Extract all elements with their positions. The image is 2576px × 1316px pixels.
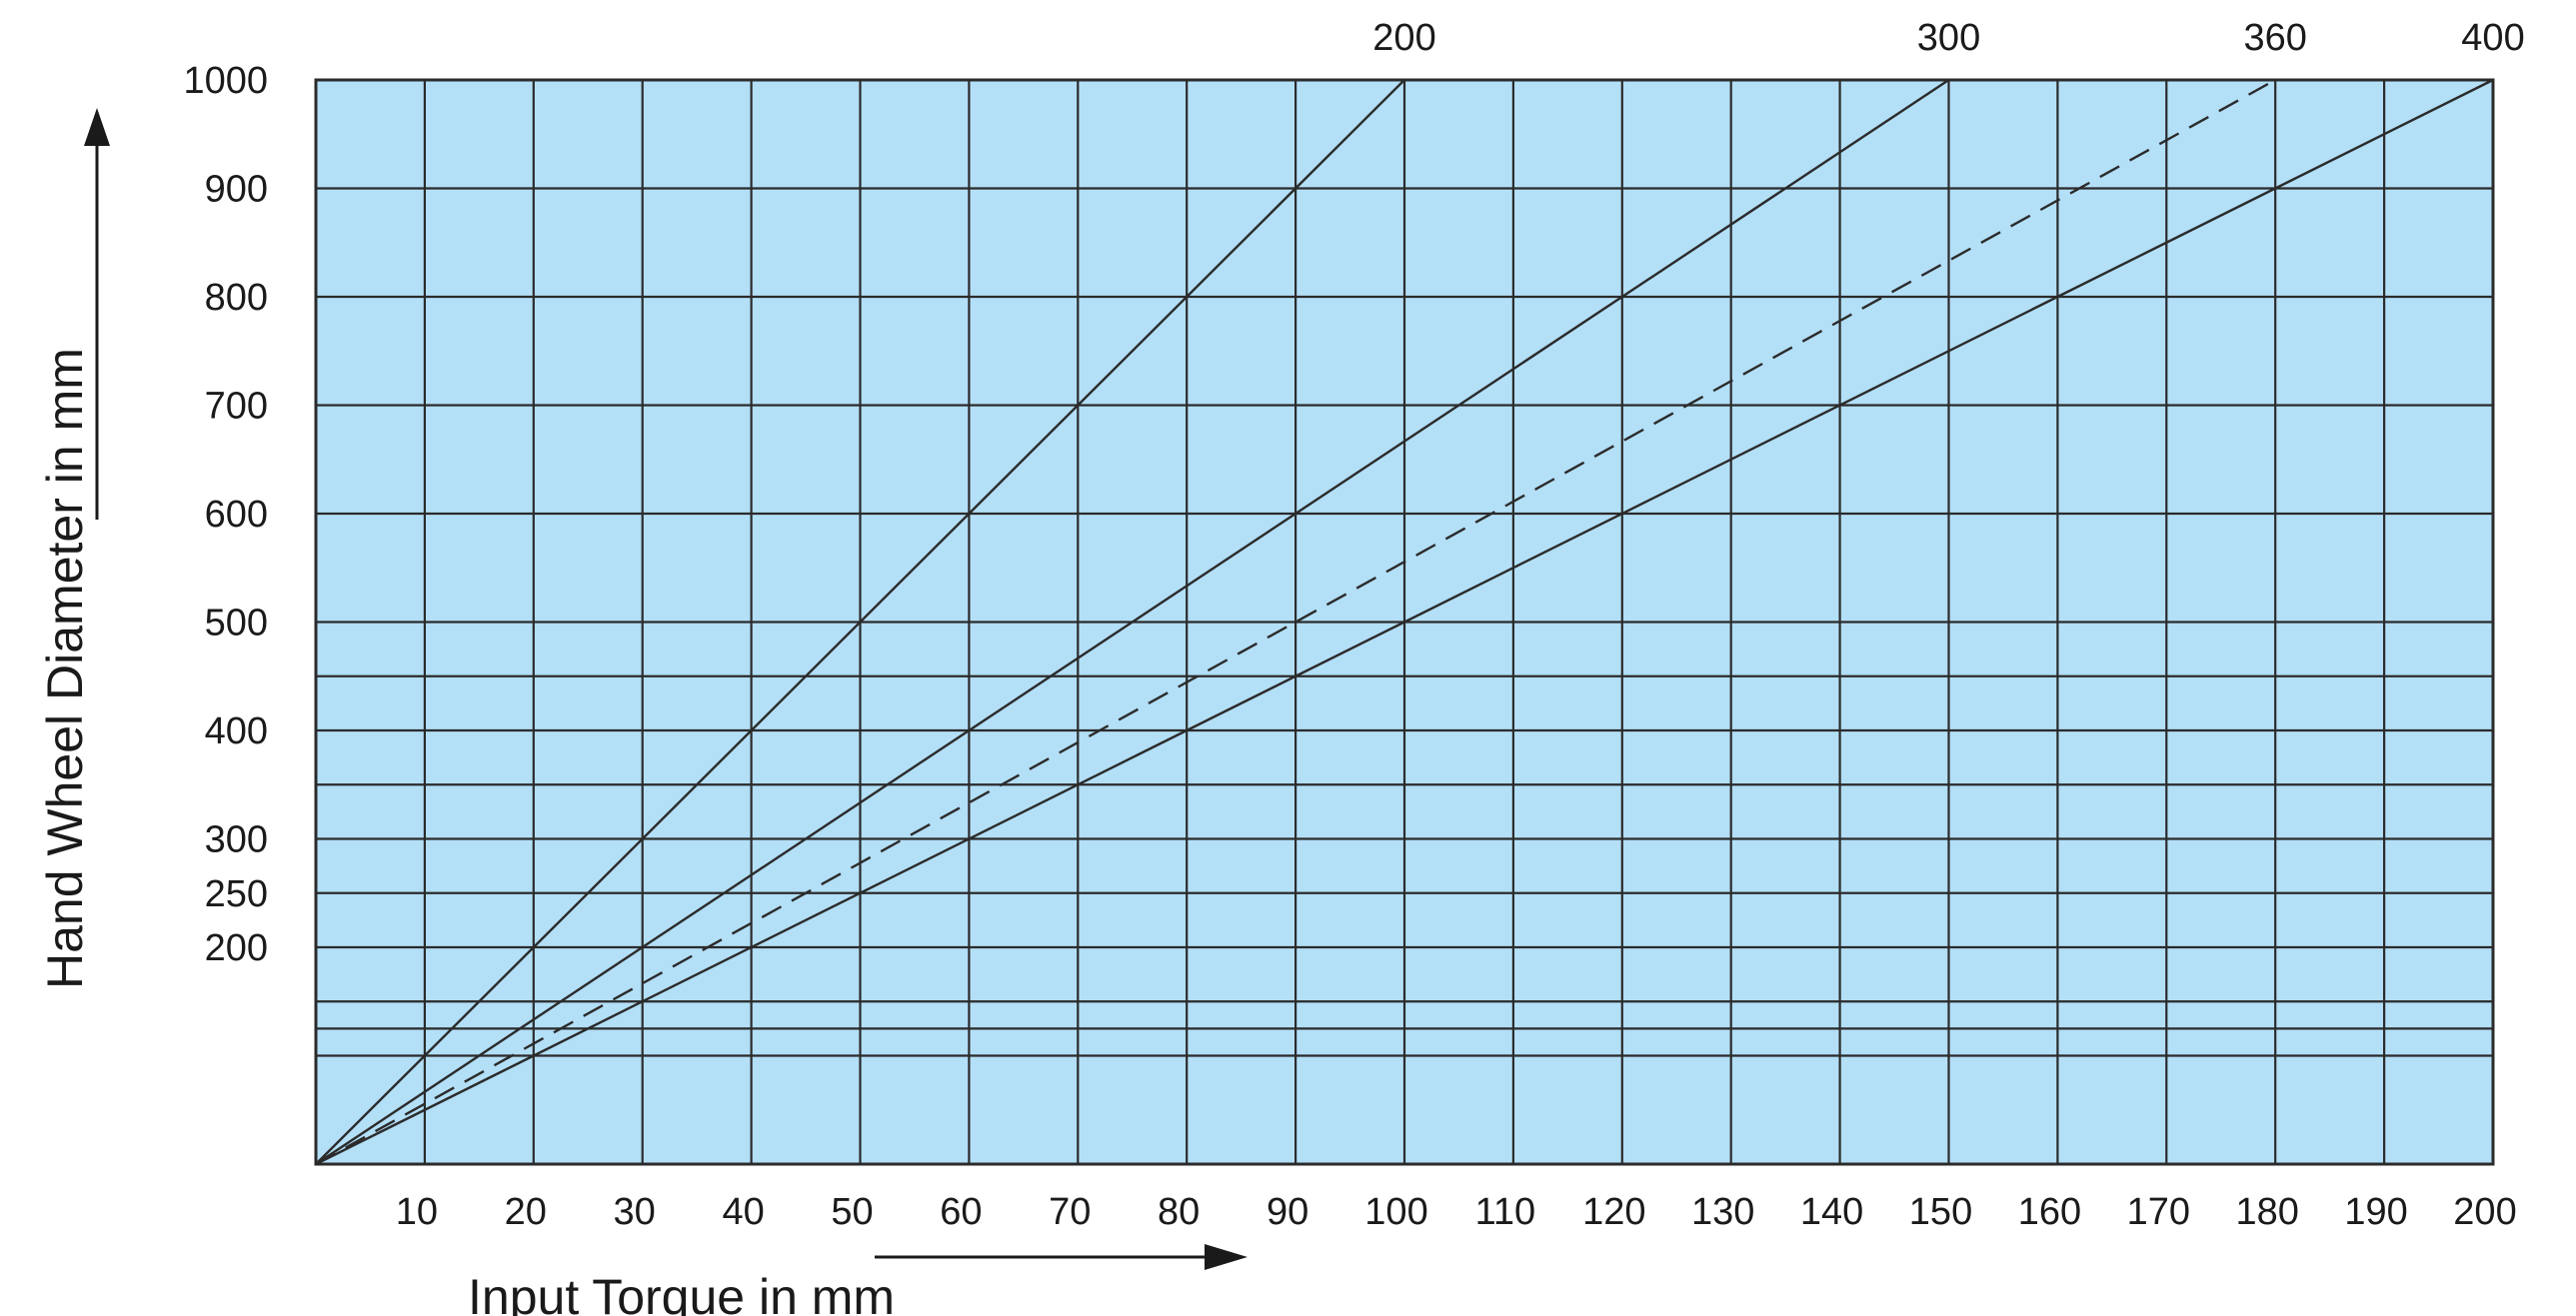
series-label-400: 400 [2461,17,2524,59]
y-tick-label: 400 [205,710,268,752]
x-tick-label: 20 [505,1191,547,1233]
y-axis-arrow-head [84,108,110,146]
y-tick-label: 300 [205,819,268,861]
x-tick-labels: 10 20 30 40 50 60 70 80 90 100 110 120 130 140 150 160 1… [396,1191,2517,1233]
x-tick-label: 50 [831,1191,873,1233]
plot-border [314,78,2495,1166]
x-tick-label: 10 [396,1191,438,1233]
y-tick-label: 700 [205,386,268,428]
x-tick-label: 200 [2453,1191,2516,1233]
y-tick-label: 200 [205,927,268,969]
y-axis-title: Hand Wheel Diameter in mm [37,348,93,989]
x-tick-label: 90 [1267,1191,1308,1233]
x-tick-label: 160 [2018,1191,2081,1233]
y-tick-label: 900 [205,169,268,211]
x-tick-label: 140 [1800,1191,1863,1233]
x-tick-label: 40 [722,1191,764,1233]
x-tick-label: 30 [614,1191,656,1233]
y-tick-labels: 1000 900 800 700 600 500 400 300 250 200 [183,60,268,969]
x-axis-title: Input Torque in mm [468,1269,895,1316]
series-line-300 [315,79,1950,1165]
x-tick-label: 80 [1158,1191,1200,1233]
y-tick-label: 250 [205,873,268,915]
series-label-360: 360 [2243,17,2306,59]
x-axis-arrow-head [1205,1244,1248,1270]
x-tick-label: 150 [1909,1191,1972,1233]
series-labels: 200 300 360 400 [1372,17,2524,59]
x-tick-label: 190 [2344,1191,2407,1233]
x-tick-label: 170 [2127,1191,2190,1233]
series-label-300: 300 [1917,17,1980,59]
series-line-200 [315,79,1405,1165]
y-tick-label: 800 [205,277,268,319]
x-tick-label: 70 [1049,1191,1091,1233]
y-tick-label: 600 [205,494,268,536]
y-tick-label: 1000 [183,60,268,102]
y-tick-label: 500 [205,603,268,645]
x-tick-label: 120 [1582,1191,1645,1233]
x-tick-label: 60 [940,1191,982,1233]
x-tick-label: 130 [1691,1191,1754,1233]
series-lines [315,78,2494,1166]
x-tick-label: 110 [1475,1191,1536,1233]
x-tick-label: 100 [1364,1191,1427,1233]
series-line-400 [315,78,2494,1166]
series-label-200: 200 [1372,17,1435,59]
x-tick-label: 180 [2235,1191,2298,1233]
